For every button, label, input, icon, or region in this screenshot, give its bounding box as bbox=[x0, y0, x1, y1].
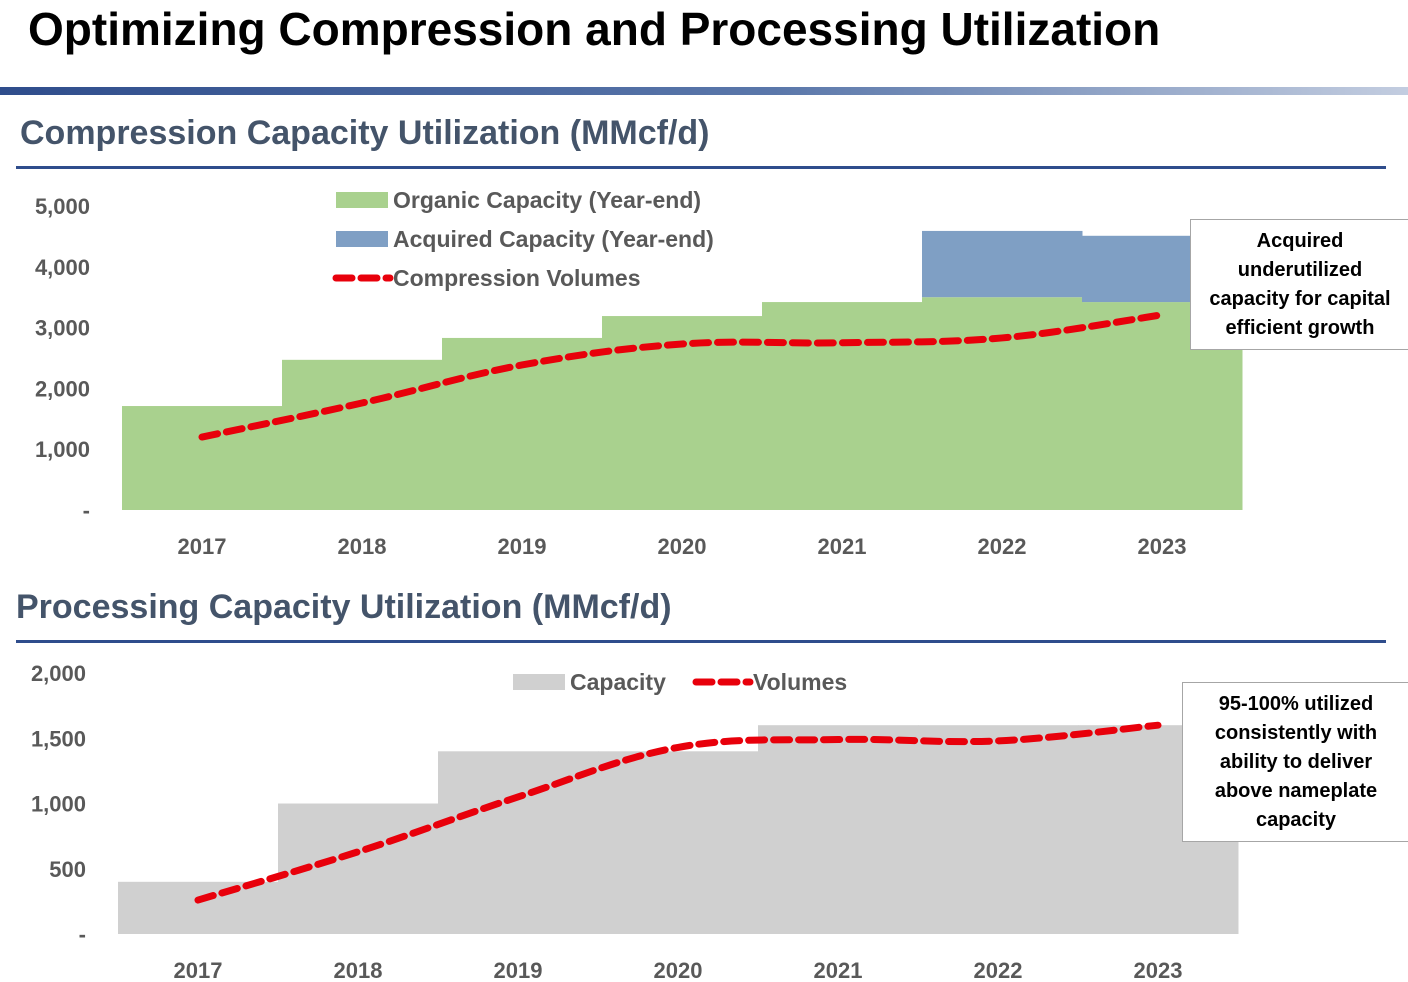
legend-label: Organic Capacity (Year-end) bbox=[393, 187, 701, 213]
y-tick-label: 500 bbox=[49, 857, 86, 882]
x-tick-label: 2020 bbox=[654, 958, 703, 982]
y-tick-label: - bbox=[79, 922, 86, 947]
x-tick-label: 2017 bbox=[174, 958, 223, 982]
legend-label: Volumes bbox=[753, 669, 847, 695]
legend-label: Capacity bbox=[570, 669, 666, 695]
y-tick-label: 1,000 bbox=[35, 437, 90, 462]
title-gradient-rule bbox=[0, 87, 1408, 95]
capacity-step-bar bbox=[122, 406, 283, 510]
x-tick-label: 2017 bbox=[178, 534, 227, 559]
y-tick-label: 1,000 bbox=[31, 792, 86, 817]
compression-chart: - 1,000 2,000 3,000 4,000 5,000 2017 2018 2019 20… bbox=[35, 187, 1243, 559]
section-rule-1 bbox=[16, 166, 1386, 169]
capacity-step-bar bbox=[438, 751, 599, 934]
x-tick-label: 2021 bbox=[818, 534, 867, 559]
legend-label: Acquired Capacity (Year-end) bbox=[393, 226, 714, 252]
capacity-step-bar bbox=[762, 302, 923, 510]
capacity-step-bar bbox=[598, 751, 759, 934]
processing-chart-title: Processing Capacity Utilization (MMcf/d) bbox=[16, 588, 672, 626]
legend-swatch bbox=[336, 192, 388, 208]
y-tick-label: 2,000 bbox=[31, 661, 86, 686]
x-tick-label: 2018 bbox=[334, 958, 383, 982]
page-title: Optimizing Compression and Processing Ut… bbox=[28, 3, 1161, 55]
legend-swatch bbox=[336, 231, 388, 247]
x-tick-label: 2022 bbox=[978, 534, 1027, 559]
processing-chart: - 500 1,000 1,500 2,000 2017 2018 2019 2020 2021 2… bbox=[31, 661, 1239, 982]
x-tick-label: 2019 bbox=[494, 958, 543, 982]
x-tick-label: 2023 bbox=[1134, 958, 1183, 982]
x-tick-label: 2018 bbox=[338, 534, 387, 559]
section-rule-2 bbox=[16, 640, 1386, 643]
y-tick-label: - bbox=[83, 498, 90, 523]
y-tick-label: 4,000 bbox=[35, 255, 90, 280]
y-tick-label: 3,000 bbox=[35, 316, 90, 341]
x-tick-label: 2023 bbox=[1138, 534, 1187, 559]
y-tick-label: 1,500 bbox=[31, 726, 86, 751]
acquired-capacity-bar bbox=[922, 230, 1083, 298]
x-tick-label: 2021 bbox=[814, 958, 863, 982]
capacity-step-bar bbox=[282, 359, 443, 510]
legend-label: Compression Volumes bbox=[393, 265, 641, 291]
x-tick-label: 2019 bbox=[498, 534, 547, 559]
y-tick-label: 5,000 bbox=[35, 194, 90, 219]
x-tick-label: 2020 bbox=[658, 534, 707, 559]
x-tick-label: 2022 bbox=[974, 958, 1023, 982]
capacity-step-bar bbox=[758, 725, 919, 934]
compression-chart-title: Compression Capacity Utilization (MMcf/d… bbox=[20, 114, 710, 152]
capacity-step-bar bbox=[918, 725, 1079, 934]
processing-annotation: 95-100% utilized consistently with abili… bbox=[1182, 682, 1408, 842]
y-tick-label: 2,000 bbox=[35, 376, 90, 401]
compression-annotation: Acquired underutilized capacity for capi… bbox=[1190, 219, 1408, 350]
legend-swatch bbox=[513, 674, 565, 690]
capacity-step-bar bbox=[118, 881, 279, 934]
